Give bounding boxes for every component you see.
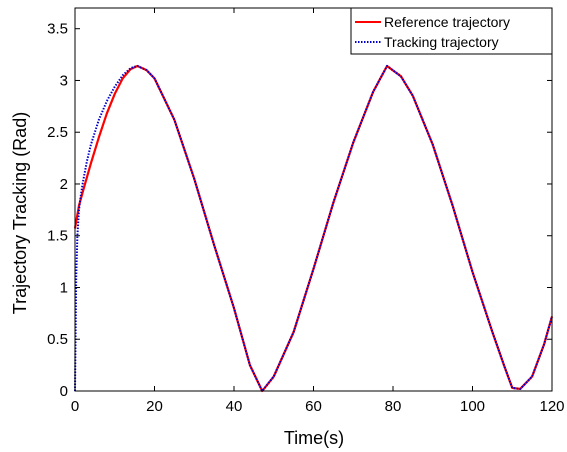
x-tick-label: 80	[385, 398, 402, 415]
x-axis-title: Time(s)	[284, 428, 344, 448]
y-tick-label: 0	[60, 383, 68, 400]
plot-background	[75, 8, 552, 391]
x-tick-label: 20	[146, 398, 163, 415]
series-layer	[73, 64, 554, 393]
y-tick-label: 2.5	[47, 124, 68, 141]
legend: Reference trajectory Tracking trajectory	[350, 7, 553, 55]
y-tick-label: 2	[60, 176, 68, 193]
legend-label: Tracking trajectory	[384, 34, 499, 50]
x-axis-ticks: 0 20 40 60 80 100 120	[71, 8, 565, 415]
series-line-reference	[73, 64, 554, 393]
x-tick-label: 100	[460, 398, 485, 415]
x-tick-label: 40	[226, 398, 243, 415]
y-axis-ticks: 0 0.5 1 1.5 2 2.5 3 3.5	[47, 21, 552, 400]
y-tick-label: 3	[60, 72, 68, 89]
legend-box	[350, 7, 553, 55]
x-tick-label: 120	[539, 398, 564, 415]
x-tick-label: 0	[71, 398, 79, 415]
legend-label: Reference trajectory	[384, 14, 510, 30]
x-tick-label: 60	[305, 398, 322, 415]
y-tick-label: 0.5	[47, 331, 68, 348]
y-tick-label: 1	[60, 279, 68, 296]
y-tick-label: 1.5	[47, 228, 68, 245]
plot-area	[75, 8, 552, 391]
series-line-tracking	[74, 64, 553, 392]
y-tick-label: 3.5	[47, 21, 68, 38]
y-axis-title: Trajectory Tracking (Rad)	[10, 112, 30, 314]
